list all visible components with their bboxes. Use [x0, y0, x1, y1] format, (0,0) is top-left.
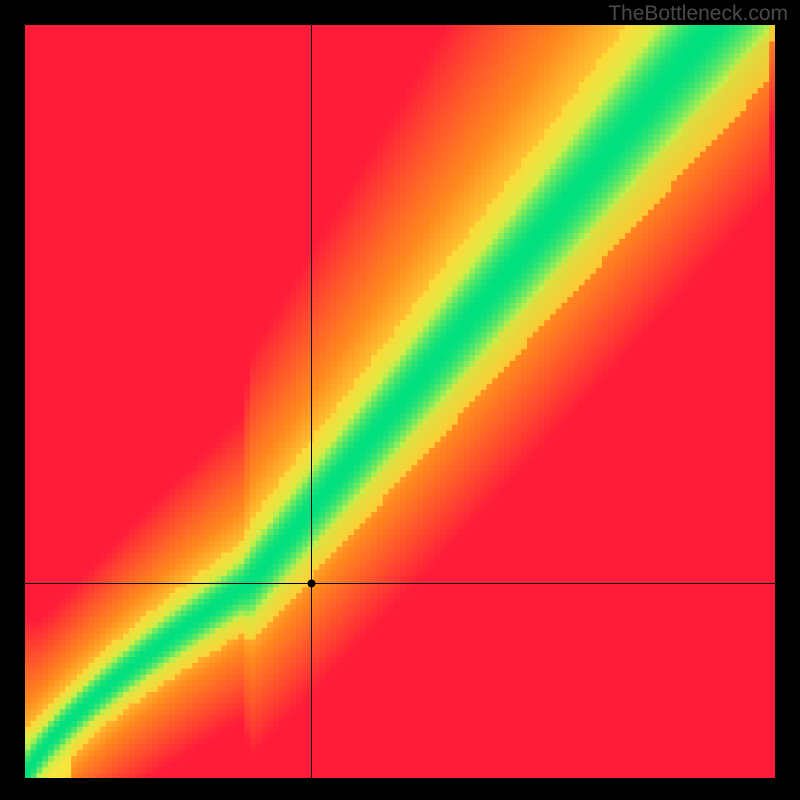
crosshair-dot — [308, 579, 316, 587]
heatmap-cells — [25, 24, 776, 780]
bottleneck-heatmap — [0, 0, 800, 800]
chart-container: TheBottleneck.com — [0, 0, 800, 800]
watermark-text: TheBottleneck.com — [608, 2, 788, 26]
